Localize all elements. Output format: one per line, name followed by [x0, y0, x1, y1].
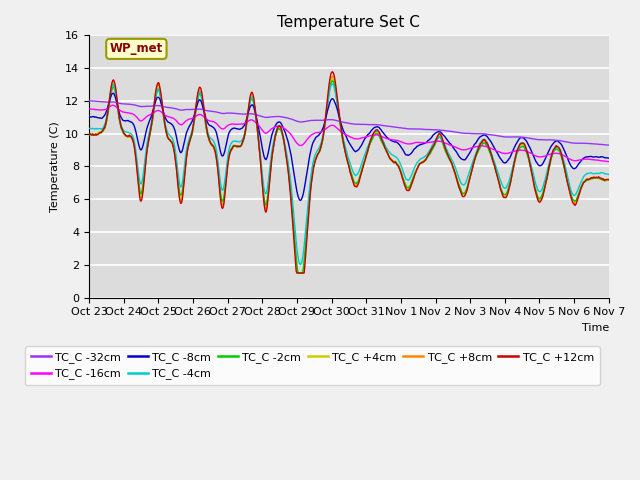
TC_C +4cm — [85, 132, 93, 137]
TC_C -16cm — [85, 106, 93, 112]
TC_C -8cm — [444, 138, 452, 144]
TC_C +12cm — [293, 270, 301, 276]
TC_C -2cm — [605, 177, 612, 182]
TC_C -8cm — [605, 156, 612, 161]
TC_C +4cm — [342, 152, 350, 158]
Line: TC_C +8cm: TC_C +8cm — [89, 76, 609, 273]
TC_C +4cm — [199, 102, 207, 108]
TC_C -32cm — [442, 128, 450, 134]
TC_C -8cm — [200, 108, 207, 113]
TC_C -32cm — [391, 124, 399, 130]
TC_C -2cm — [221, 181, 229, 187]
TC_C +4cm — [605, 177, 612, 183]
TC_C -16cm — [200, 114, 207, 120]
TC_C +4cm — [221, 182, 229, 188]
TC_C +8cm — [221, 184, 229, 190]
TC_C +12cm — [444, 152, 452, 157]
TC_C -2cm — [199, 103, 207, 109]
Line: TC_C -32cm: TC_C -32cm — [89, 101, 609, 145]
TC_C +4cm — [444, 153, 452, 158]
Text: WP_met: WP_met — [109, 42, 163, 55]
TC_C -16cm — [605, 159, 612, 165]
TC_C -4cm — [221, 173, 229, 179]
TC_C +4cm — [328, 76, 336, 82]
Line: TC_C -16cm: TC_C -16cm — [89, 105, 609, 162]
TC_C -32cm — [85, 98, 93, 104]
TC_C -4cm — [297, 262, 305, 267]
TC_C -32cm — [340, 120, 348, 125]
TC_C +4cm — [393, 160, 401, 166]
TC_C +12cm — [342, 153, 350, 158]
TC_C -2cm — [85, 132, 93, 138]
TC_C -32cm — [221, 110, 229, 116]
TC_C +12cm — [85, 131, 93, 137]
Y-axis label: Temperature (C): Temperature (C) — [49, 121, 60, 212]
TC_C +8cm — [559, 157, 566, 163]
TC_C -8cm — [559, 144, 566, 150]
TC_C +12cm — [199, 98, 207, 104]
TC_C +8cm — [342, 153, 350, 159]
TC_C -2cm — [559, 158, 566, 164]
TC_C -16cm — [222, 124, 230, 130]
TC_C -2cm — [444, 153, 452, 159]
TC_C -16cm — [444, 141, 451, 147]
Line: TC_C +12cm: TC_C +12cm — [89, 72, 609, 273]
Line: TC_C -8cm: TC_C -8cm — [89, 93, 609, 200]
TC_C +12cm — [393, 161, 401, 167]
TC_C +8cm — [328, 73, 336, 79]
TC_C +8cm — [393, 160, 401, 166]
TC_C -2cm — [393, 160, 401, 166]
TC_C +12cm — [605, 177, 612, 182]
TC_C +8cm — [85, 131, 93, 137]
TC_C -32cm — [605, 142, 612, 148]
TC_C -4cm — [605, 171, 612, 177]
TC_C -8cm — [342, 133, 350, 139]
TC_C -16cm — [109, 102, 116, 108]
TC_C -4cm — [85, 125, 93, 131]
TC_C -4cm — [199, 102, 207, 108]
Legend: TC_C -32cm, TC_C -16cm, TC_C -8cm, TC_C -4cm, TC_C -2cm, TC_C +4cm, TC_C +8cm, T: TC_C -32cm, TC_C -16cm, TC_C -8cm, TC_C … — [25, 347, 600, 385]
TC_C -4cm — [342, 146, 350, 152]
TC_C +12cm — [221, 186, 229, 192]
TC_C -8cm — [109, 90, 117, 96]
TC_C +8cm — [444, 153, 452, 158]
TC_C +8cm — [605, 177, 612, 182]
TC_C +8cm — [199, 101, 207, 107]
TC_C -4cm — [559, 154, 566, 159]
TC_C +8cm — [293, 270, 301, 276]
Title: Temperature Set C: Temperature Set C — [278, 15, 420, 30]
Line: TC_C -2cm: TC_C -2cm — [89, 81, 609, 273]
TC_C -8cm — [85, 114, 93, 120]
X-axis label: Time: Time — [582, 323, 609, 333]
Line: TC_C -4cm: TC_C -4cm — [89, 84, 609, 264]
TC_C -8cm — [393, 139, 401, 145]
TC_C -2cm — [342, 152, 350, 158]
TC_C -32cm — [557, 138, 565, 144]
TC_C -8cm — [297, 197, 305, 203]
TC_C -4cm — [393, 155, 401, 160]
TC_C -16cm — [341, 132, 349, 137]
TC_C -4cm — [328, 81, 336, 87]
TC_C +12cm — [559, 156, 566, 162]
TC_C -32cm — [199, 107, 207, 113]
TC_C -16cm — [392, 137, 399, 143]
Line: TC_C +4cm: TC_C +4cm — [89, 79, 609, 273]
TC_C +4cm — [559, 158, 566, 164]
TC_C -4cm — [444, 149, 452, 155]
TC_C +12cm — [328, 69, 336, 74]
TC_C +4cm — [294, 270, 301, 276]
TC_C -8cm — [222, 142, 230, 148]
TC_C -2cm — [328, 78, 336, 84]
TC_C -2cm — [294, 270, 302, 276]
TC_C -16cm — [558, 152, 566, 157]
